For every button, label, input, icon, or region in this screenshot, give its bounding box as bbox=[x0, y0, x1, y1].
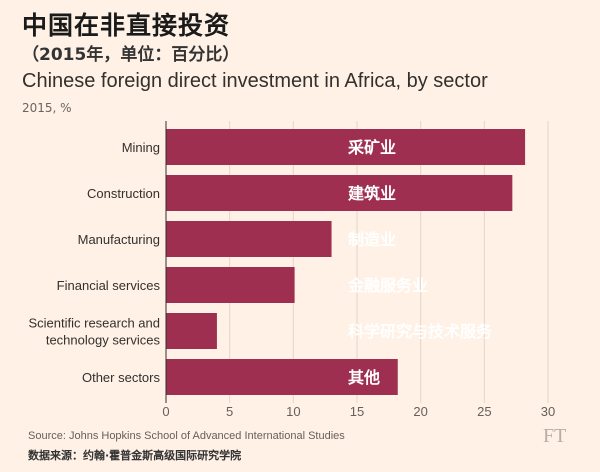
x-tick-label: 30 bbox=[541, 404, 555, 419]
bar-4 bbox=[166, 267, 295, 303]
chart-subtitle-cn: （2015年，单位：百分比） bbox=[22, 45, 240, 65]
x-tick-label: 25 bbox=[477, 404, 491, 419]
x-tick-label: 0 bbox=[162, 404, 169, 419]
source-note: Source: Johns Hopkins School of Advanced… bbox=[28, 430, 345, 442]
category-label: Construction bbox=[87, 186, 160, 201]
bar-6 bbox=[166, 359, 398, 395]
bar-2 bbox=[166, 175, 513, 211]
bar-1 bbox=[166, 129, 526, 165]
category-label-cn: 科学研究与技术服务 bbox=[348, 322, 493, 341]
category-label-cn: 建筑业 bbox=[348, 184, 396, 203]
category-label: Other sectors bbox=[82, 370, 161, 385]
category-label-cn: 其他 bbox=[348, 368, 380, 387]
chart-unit-label: 2015, % bbox=[22, 101, 72, 115]
category-label-cn: 金融服务业 bbox=[347, 276, 428, 295]
category-label-cn: 制造业 bbox=[348, 230, 396, 249]
chart-title-cn: 中国在非直接投资 bbox=[22, 11, 231, 40]
ft-logo: FT bbox=[543, 425, 567, 447]
source-note-cn: 数据来源：约翰·霍普金斯高级国际研究学院 bbox=[28, 449, 242, 462]
bar-5 bbox=[166, 313, 217, 349]
category-label: Mining bbox=[122, 140, 160, 155]
x-tick-label: 5 bbox=[226, 404, 233, 419]
x-tick-label: 10 bbox=[286, 404, 300, 419]
category-label: Financial services bbox=[57, 278, 161, 293]
x-tick-label: 20 bbox=[413, 404, 427, 419]
category-label: Manufacturing bbox=[78, 232, 160, 247]
bar-3 bbox=[166, 221, 332, 257]
category-label: Scientific research and technology servic… bbox=[28, 316, 160, 348]
x-tick-label: 15 bbox=[350, 404, 364, 419]
chart-title-en: Chinese foreign direct investment in Afr… bbox=[22, 70, 488, 92]
category-label-cn: 采矿业 bbox=[347, 138, 396, 157]
